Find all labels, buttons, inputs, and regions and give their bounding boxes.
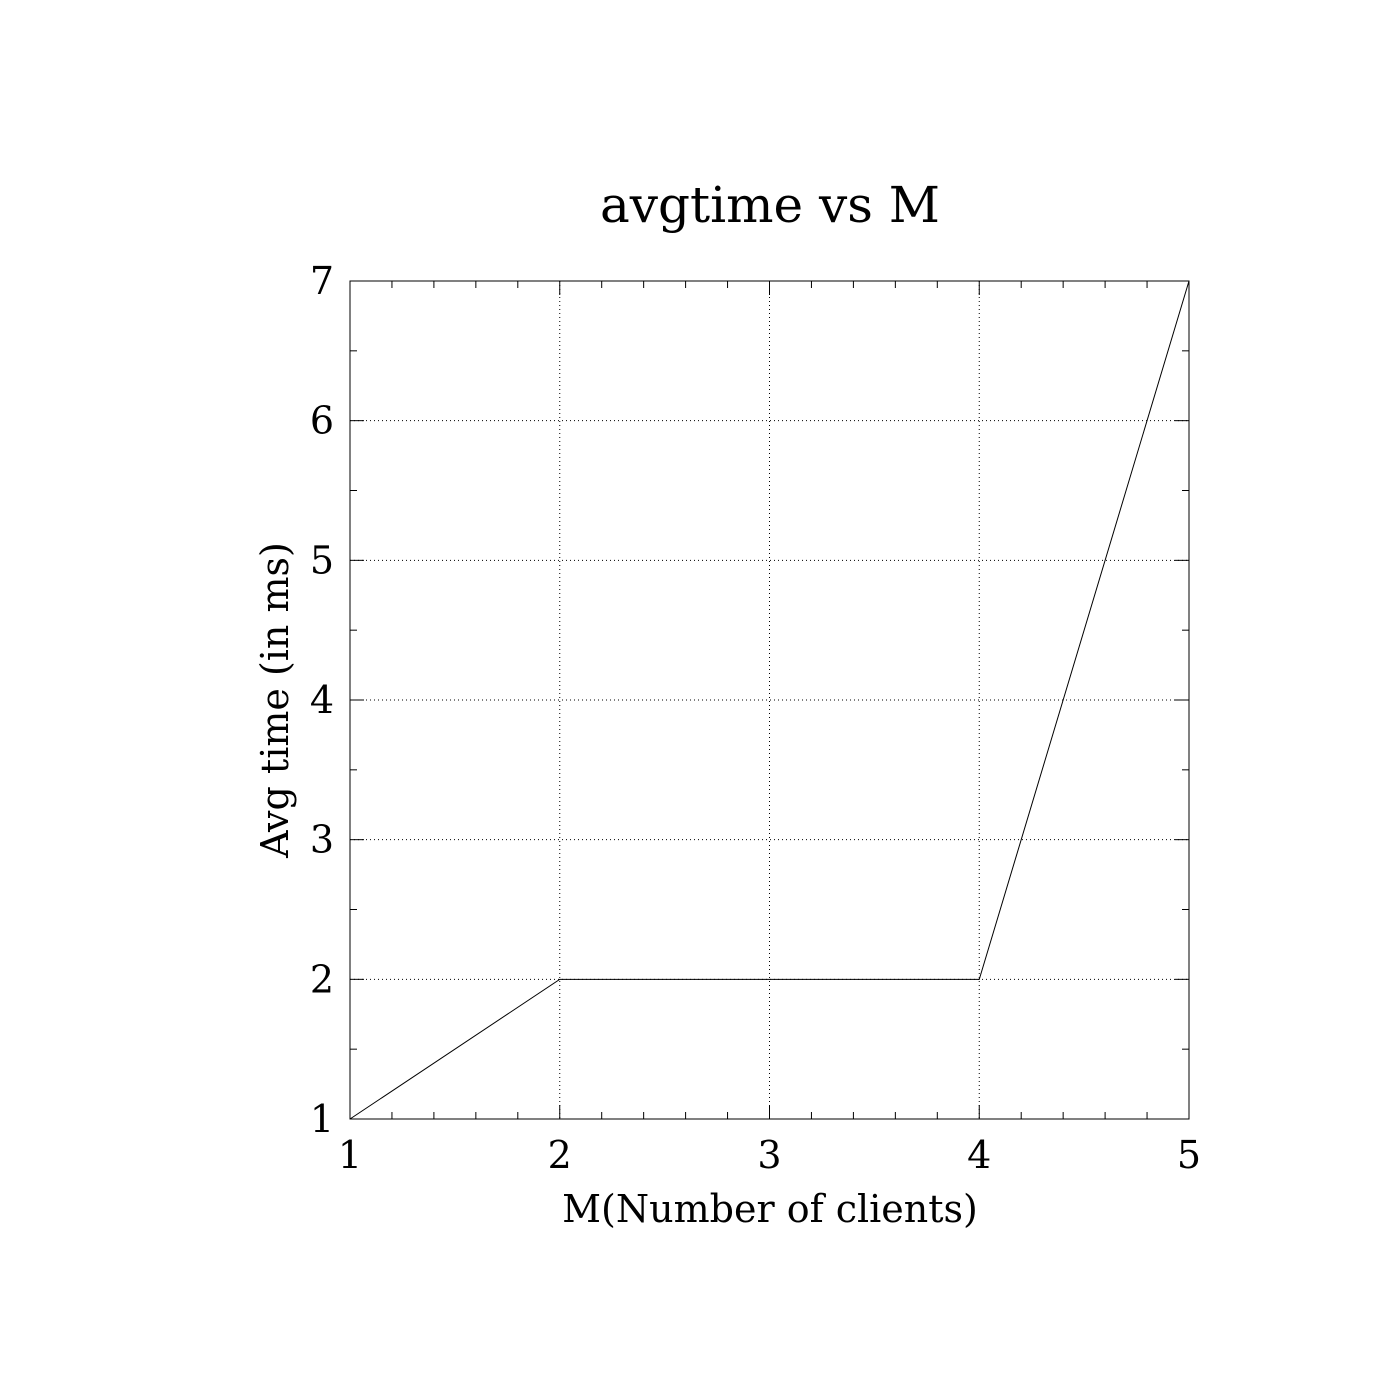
x-tick-label: 2 bbox=[548, 1133, 572, 1177]
x-tick-label: 1 bbox=[338, 1133, 362, 1177]
y-tick-label: 4 bbox=[310, 678, 334, 722]
y-tick-label: 2 bbox=[310, 957, 334, 1001]
x-tick-labels: 1 2 3 4 5 bbox=[338, 1133, 1201, 1177]
x-tick-label: 5 bbox=[1177, 1133, 1201, 1177]
y-tick-label: 5 bbox=[310, 538, 334, 582]
y-axis-label: Avg time (in ms) bbox=[253, 542, 297, 859]
series-line bbox=[349, 280, 1190, 1120]
y-tick-label: 3 bbox=[310, 818, 334, 862]
y-tick-label: 7 bbox=[310, 259, 334, 303]
chart-title: avgtime vs M bbox=[600, 176, 940, 234]
x-axis-label: M(Number of clients) bbox=[562, 1187, 978, 1231]
y-tick-label: 6 bbox=[310, 399, 334, 443]
y-tick-labels: 1 2 3 4 5 6 7 bbox=[310, 259, 334, 1141]
series-layer bbox=[349, 280, 1190, 1120]
plot-frame bbox=[349, 280, 1190, 1120]
y-tick-label: 1 bbox=[310, 1097, 334, 1141]
x-tick-label: 3 bbox=[757, 1133, 781, 1177]
minor-ticks bbox=[350, 281, 1189, 1119]
x-tick-label: 4 bbox=[967, 1133, 991, 1177]
